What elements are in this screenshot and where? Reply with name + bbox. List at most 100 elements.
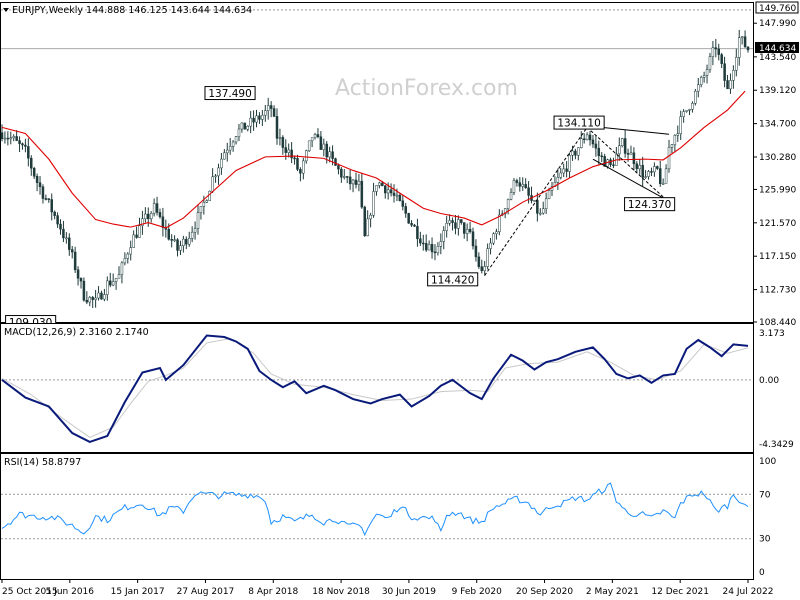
candle (670, 144, 674, 154)
candle (234, 135, 238, 145)
candle (94, 289, 97, 308)
candle (398, 193, 402, 202)
candle (0, 124, 4, 142)
candle (465, 223, 469, 242)
macd-signal-line (1, 337, 749, 439)
candle (498, 209, 501, 236)
candle (35, 173, 39, 192)
candle (691, 101, 694, 113)
candle (433, 244, 437, 261)
macd-y-tick-label: -4.3429 (759, 440, 794, 450)
candle (582, 133, 586, 144)
candle (68, 233, 71, 256)
candle (740, 36, 744, 45)
candle (3, 131, 7, 144)
candle (413, 223, 416, 227)
candle (495, 228, 498, 240)
candle (480, 259, 484, 274)
candle (100, 290, 103, 300)
x-tick-label: 12 Dec 2021 (651, 587, 709, 597)
candle (220, 153, 223, 175)
candle (47, 198, 51, 203)
candle (404, 202, 407, 218)
candle (91, 296, 94, 309)
x-tick-label: 8 Apr 2018 (248, 587, 298, 597)
candle (337, 163, 340, 175)
candle (258, 112, 261, 124)
candle (524, 178, 527, 189)
candle (462, 222, 466, 239)
candle (18, 136, 21, 153)
price-y-tick-label: 112.730 (759, 286, 796, 296)
candle (577, 147, 580, 161)
candle (726, 74, 729, 90)
candle (59, 219, 62, 235)
candle (682, 109, 685, 123)
candle (50, 193, 53, 221)
candle (735, 48, 738, 77)
candle (310, 137, 314, 148)
candle (82, 277, 86, 302)
candle (281, 135, 285, 155)
candle (705, 64, 709, 84)
price-y-tick-label: 139.120 (759, 86, 796, 96)
candle (176, 238, 179, 257)
price-annotation: 114.420 (427, 272, 479, 287)
candle (299, 167, 302, 182)
candle (44, 194, 48, 201)
candle (375, 185, 378, 196)
rsi-y-tick-label: 100 (759, 457, 776, 467)
candle (512, 178, 516, 196)
candle (214, 174, 217, 183)
candle (536, 192, 539, 222)
candle (737, 29, 741, 66)
candle (673, 134, 677, 153)
candle (187, 231, 191, 247)
price-annotation: 134.110 (553, 115, 605, 130)
price-y-ticks: 147.990 143.540 139.120 134.700 130.280 125.9… (753, 19, 796, 328)
candle (32, 166, 36, 179)
candle (612, 157, 615, 169)
candle (182, 235, 185, 253)
x-tick-label: 15 Jan 2017 (111, 587, 165, 597)
candle (389, 183, 393, 197)
candle (261, 110, 264, 126)
candle (255, 109, 258, 128)
candle (237, 123, 241, 142)
candle (30, 155, 33, 176)
candle (27, 138, 30, 167)
candle (541, 201, 545, 215)
candle (62, 220, 65, 243)
candle (378, 181, 381, 189)
candle (492, 232, 495, 245)
collapse-triangle-icon[interactable] (3, 8, 9, 12)
candle (103, 288, 106, 302)
candle (357, 173, 361, 192)
rsi-y-tick-label: 30 (759, 535, 771, 545)
candle (489, 237, 492, 255)
candle (685, 110, 688, 113)
candle (149, 211, 153, 223)
candle (287, 143, 290, 158)
x-tick-label: 5 Jun 2016 (46, 587, 95, 597)
price-y-tick-label: 143.540 (759, 53, 796, 63)
candle (454, 215, 457, 235)
candle (24, 138, 27, 153)
candle (468, 221, 472, 234)
x-tick-label: 20 Sep 2020 (516, 587, 573, 597)
candle (196, 204, 200, 235)
candle (743, 30, 747, 48)
candle (559, 167, 563, 180)
candle (451, 217, 454, 231)
candle (600, 152, 603, 163)
candle (471, 227, 475, 250)
candle (343, 169, 346, 180)
candle (316, 128, 320, 139)
rsi-y-tick-label: 70 (759, 490, 771, 500)
candle (290, 142, 293, 164)
candle (15, 130, 18, 142)
candle (442, 226, 445, 250)
rsi-panel-title: RSI(14) 58.8797 (4, 457, 81, 468)
candle (603, 153, 606, 167)
